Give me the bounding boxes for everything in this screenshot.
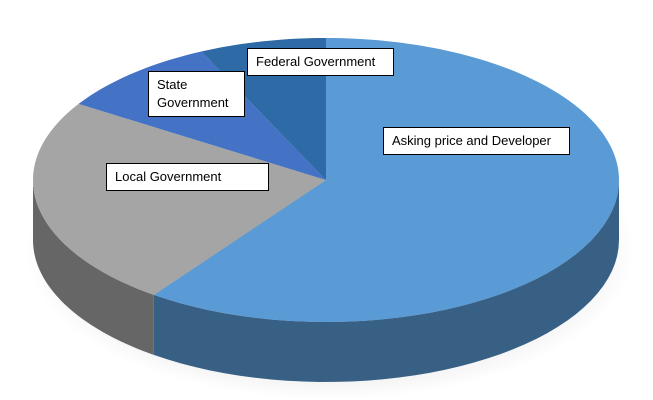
slice [153,38,619,322]
slice [33,103,326,295]
slice-label: Local Government [106,163,269,191]
slice-label: State Government [148,71,245,117]
slice-label: Asking price and Developer [383,127,570,155]
slice-label: Federal Government [247,48,394,76]
slice-side [33,180,154,355]
slice-side [153,180,619,382]
